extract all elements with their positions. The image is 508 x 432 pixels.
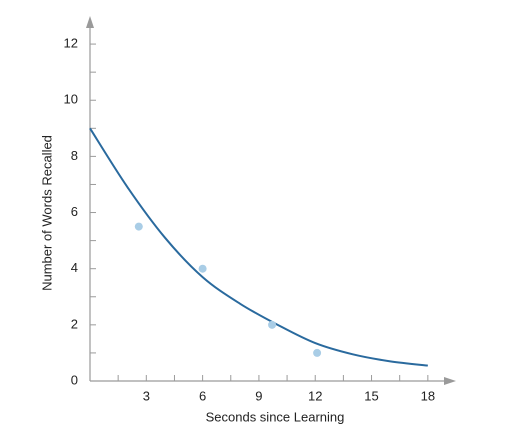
x-axis-label: Seconds since Learning: [206, 409, 345, 424]
y-axis-label: Number of Words Recalled: [39, 135, 54, 291]
x-tick-label: 15: [364, 388, 378, 403]
data-point: [198, 264, 207, 273]
data-point: [268, 320, 277, 329]
y-tick-label: 4: [71, 260, 78, 275]
y-tick-label: 10: [64, 92, 78, 107]
x-axis-arrow: [444, 377, 456, 385]
x-tick-label: 3: [143, 388, 150, 403]
x-tick-label: 18: [421, 388, 435, 403]
data-point: [313, 348, 322, 357]
y-axis-arrow: [86, 16, 94, 28]
x-tick-label: 12: [308, 388, 322, 403]
x-tick-label: 6: [199, 388, 206, 403]
y-tick-label: 0: [71, 372, 78, 387]
y-tick-label: 6: [71, 204, 78, 219]
y-tick-label: 8: [71, 148, 78, 163]
fitted-curve: [89, 127, 428, 367]
y-tick-label: 2: [71, 316, 78, 331]
data-point: [134, 222, 143, 231]
y-tick-label: 12: [64, 36, 78, 51]
x-tick-label: 9: [255, 388, 262, 403]
